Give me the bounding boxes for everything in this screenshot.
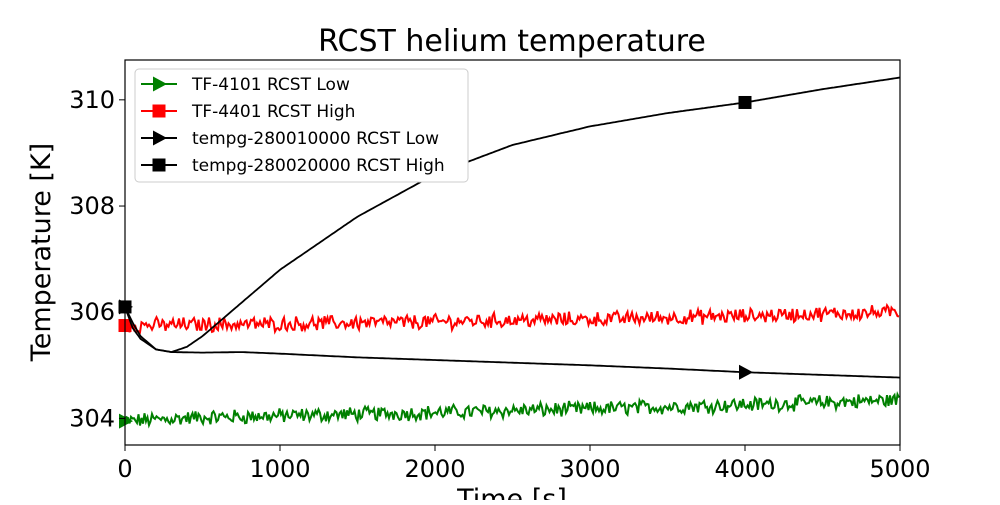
legend: TF-4101 RCST Low TF-4401 RCST High tempg-2… <box>134 68 469 183</box>
legend-entry-tf-4401-rcst-high: TF-4401 RCST High <box>141 102 355 122</box>
line-tempg-280010000-rcst-low <box>125 306 900 379</box>
marker-tf-4101-rcst-low-0 <box>119 413 133 429</box>
legend-box <box>134 68 469 183</box>
marker-tempg-280010000-rcst-low-1 <box>739 364 753 380</box>
legend-marker <box>152 104 166 118</box>
x-axis: 0 1000 2000 3000 4000 5000 <box>117 445 931 483</box>
plot-area <box>118 76 900 429</box>
plot-frame <box>124 59 901 446</box>
line-tf-4101-rcst-low <box>125 390 900 429</box>
y-axis-label: Temperature [K] <box>26 143 57 362</box>
series-tf-4101-rcst-low <box>125 390 900 429</box>
legend-entry-tf-4101-rcst-low: TF-4101 RCST Low <box>141 75 350 95</box>
legend-label: tempg-280010000 RCST Low <box>192 129 439 149</box>
y-tick-label-0: 304 <box>69 404 115 432</box>
y-tick-label-3: 310 <box>69 86 115 114</box>
line-tempg-280020000-rcst-high <box>125 76 900 354</box>
legend-marker <box>152 158 166 172</box>
legend-label: TF-4101 RCST Low <box>191 75 350 95</box>
legend-marker <box>153 130 167 146</box>
y-tick-label-2: 308 <box>69 192 115 220</box>
legend-marker <box>153 76 167 92</box>
chart-title: RCST helium temperature <box>318 24 706 59</box>
markers-tf-4101-rcst-low <box>119 413 133 429</box>
x-tick-label-2: 2000 <box>404 455 465 483</box>
x-tick-label-1: 1000 <box>249 455 310 483</box>
y-axis: 304 306 308 310 <box>69 86 125 432</box>
x-tick-label-5: 5000 <box>869 455 930 483</box>
line-tf-4401-rcst-high <box>125 302 900 335</box>
legend-label: tempg-280020000 RCST High <box>192 156 445 176</box>
x-tick-label-4: 4000 <box>714 455 775 483</box>
x-axis-label: Time [s] <box>456 484 567 500</box>
series-tempg-280020000-rcst-high <box>125 76 900 354</box>
marker-tempg-280020000-rcst-high-1 <box>738 95 752 109</box>
legend-entry-tempg-280010000-rcst-low: tempg-280010000 RCST Low <box>141 129 439 149</box>
legend-entry-tempg-280020000-rcst-high: tempg-280020000 RCST High <box>141 156 445 176</box>
series-tempg-280010000-rcst-low <box>125 306 900 379</box>
y-tick-label-1: 306 <box>69 298 115 326</box>
x-tick-label-3: 3000 <box>559 455 620 483</box>
series-tf-4401-rcst-high <box>125 302 900 335</box>
legend-label: TF-4401 RCST High <box>191 102 355 122</box>
x-tick-label-0: 0 <box>117 455 132 483</box>
